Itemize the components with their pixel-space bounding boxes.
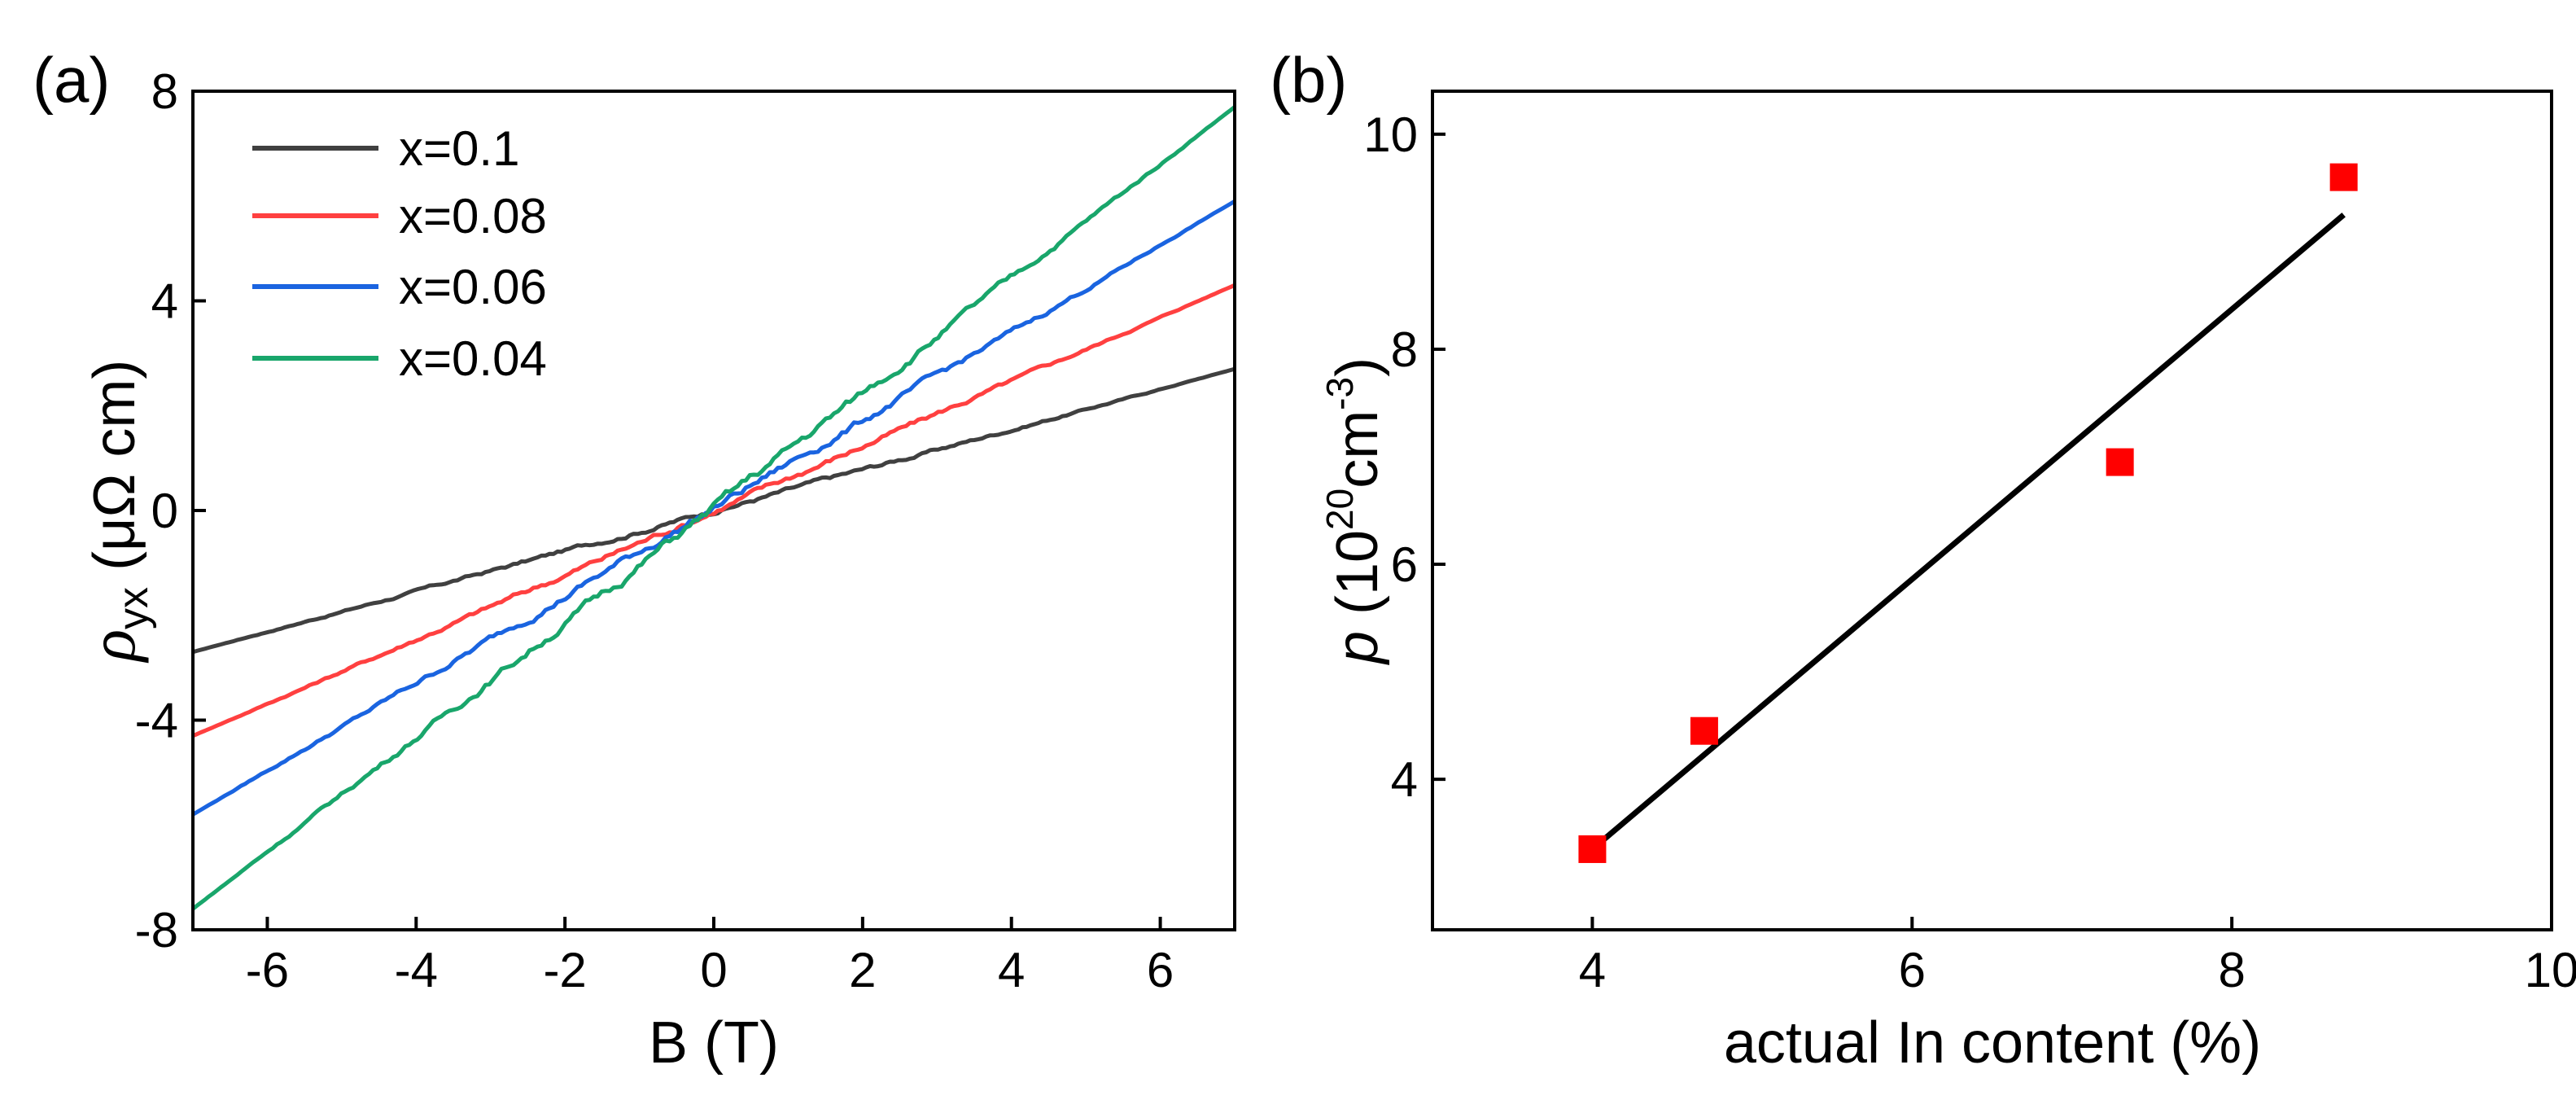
- panel-a-legend: x=0.1 x=0.08 x=0.06 x=0.04: [252, 121, 547, 386]
- panel-b-marks: [1578, 163, 2358, 863]
- y-tick-label: 0: [151, 484, 178, 538]
- x-tick-label: 0: [700, 943, 727, 997]
- panel-a-y-units: (μΩ cm): [82, 360, 147, 587]
- panel-b-y-mid: cm: [1325, 410, 1390, 489]
- legend-label-x-0.04: x=0.04: [399, 331, 547, 386]
- panel-b-y-units: (10: [1325, 530, 1390, 631]
- panel-a-x-axis-label: B (T): [649, 1010, 779, 1076]
- legend-label-x-0.1: x=0.1: [399, 121, 519, 176]
- panel-a-y-ticks: -8 -4 0 4 8: [135, 64, 206, 957]
- x-tick-label: 2: [849, 943, 876, 997]
- x-tick-label: 6: [1147, 943, 1174, 997]
- x-tick-label: -2: [543, 943, 586, 997]
- x-tick-label: -6: [246, 943, 289, 997]
- x-tick-label: 10: [2525, 943, 2576, 997]
- y-tick-label: 10: [1363, 107, 1418, 162]
- data-point: [2106, 448, 2134, 476]
- data-point: [1578, 835, 1607, 863]
- panel-b: (b) 4 6 8 10 4 6 8 10 actual In content (%) p …: [1270, 44, 2576, 1076]
- y-tick-label: 8: [1391, 322, 1418, 377]
- panel-b-y-exp1: 20: [1319, 489, 1361, 530]
- y-tick-label: 4: [1391, 752, 1418, 807]
- panel-a: (a) -6 -4 -2 0 2 4 6 -8 -4 0 4 8 B (T) ρyx (μΩ cm)…: [33, 44, 1236, 1076]
- y-tick-label: 4: [151, 274, 178, 329]
- x-tick-label: 8: [2218, 943, 2245, 997]
- data-point: [1690, 716, 1718, 745]
- panel-a-x-ticks: -6 -4 -2 0 2 4 6: [246, 917, 1174, 997]
- panel-b-x-axis-label: actual In content (%): [1724, 1010, 2261, 1076]
- panel-b-y-axis-label: p (1020cm-3): [1319, 357, 1390, 665]
- panel-b-y-symbol: p: [1325, 631, 1390, 665]
- fit-line: [1590, 213, 2346, 852]
- legend-label-x-0.06: x=0.06: [399, 260, 547, 314]
- y-tick-label: 8: [151, 64, 178, 119]
- x-tick-label: 4: [1579, 943, 1606, 997]
- panel-b-y-exp2: -3: [1319, 377, 1361, 410]
- series-line-x=0.06: [191, 199, 1236, 817]
- panel-b-y-ticks: 4 6 8 10: [1363, 107, 1445, 807]
- legend-label-x-0.08: x=0.08: [399, 189, 547, 243]
- panel-a-y-subscript: yx: [110, 587, 157, 629]
- panel-b-frame: [1431, 90, 2553, 931]
- panel-a-y-symbol: ρ: [75, 629, 149, 664]
- series-line-x=0.04: [191, 105, 1236, 911]
- data-point: [2329, 163, 2358, 191]
- panel-a-series-lines: [191, 105, 1236, 911]
- panel-b-label: (b): [1270, 44, 1347, 116]
- y-tick-label: -4: [135, 694, 178, 748]
- series-line-x=0.08: [192, 283, 1236, 738]
- y-tick-label: -8: [135, 903, 178, 957]
- x-tick-label: 6: [1899, 943, 1926, 997]
- x-tick-label: 4: [998, 943, 1025, 997]
- panel-b-x-ticks: 4 6 8 10: [1579, 917, 2576, 997]
- panel-b-y-close: ): [1325, 357, 1390, 377]
- series-line-x=0.1: [192, 366, 1236, 655]
- x-tick-label: -4: [395, 943, 438, 997]
- panel-a-y-axis-label: ρyx (μΩ cm): [75, 360, 157, 664]
- y-tick-label: 6: [1391, 537, 1418, 592]
- panel-a-label: (a): [33, 44, 110, 116]
